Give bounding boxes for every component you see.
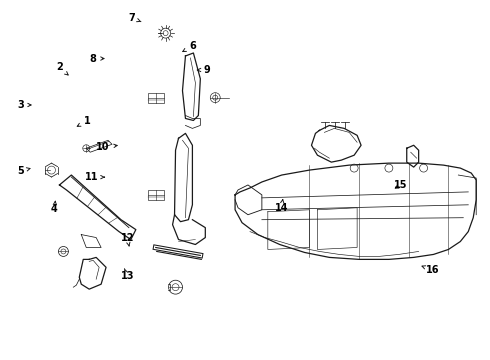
Text: 7: 7 [129, 13, 141, 23]
Text: 12: 12 [121, 233, 134, 246]
Text: 1: 1 [77, 116, 90, 126]
Text: 15: 15 [394, 180, 407, 190]
Text: 8: 8 [90, 54, 104, 64]
Text: 3: 3 [17, 100, 31, 110]
Text: 2: 2 [56, 63, 68, 75]
Text: 9: 9 [197, 65, 210, 75]
Text: 16: 16 [422, 265, 439, 275]
Text: 4: 4 [51, 201, 58, 214]
Text: 14: 14 [275, 199, 288, 213]
Text: 11: 11 [85, 172, 104, 182]
Text: 5: 5 [17, 166, 30, 176]
Text: 13: 13 [121, 269, 134, 282]
Text: 10: 10 [96, 142, 117, 152]
Text: 6: 6 [183, 41, 196, 51]
